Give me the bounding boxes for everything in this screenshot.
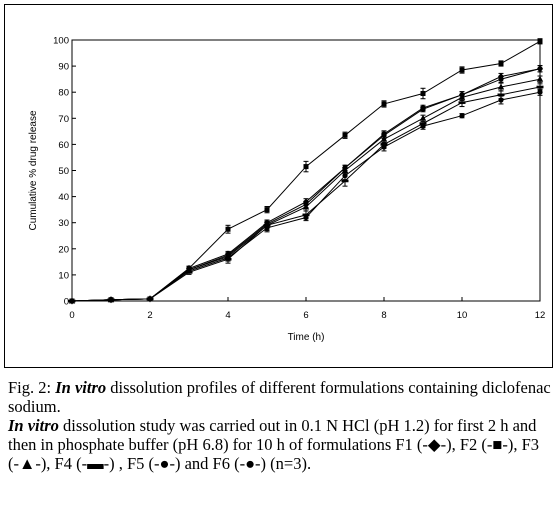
y-tick-label: 30 — [58, 218, 69, 229]
data-point — [497, 83, 505, 90]
data-point — [420, 91, 426, 97]
x-tick-label: 2 — [147, 310, 152, 321]
data-point — [537, 66, 543, 72]
series-5 — [69, 88, 543, 304]
data-point — [536, 75, 544, 82]
data-point — [341, 179, 349, 183]
series-6 — [69, 65, 543, 304]
data-point — [458, 101, 466, 104]
data-point — [536, 85, 544, 89]
data-point — [342, 173, 348, 179]
data-point — [420, 123, 426, 129]
y-tick-label: 70 — [58, 114, 69, 125]
data-point — [225, 226, 231, 232]
data-point — [381, 144, 387, 150]
data-point — [264, 207, 270, 213]
data-point — [537, 38, 543, 44]
axes: 0 10 20 30 40 50 60 70 80 90 100 0 2 4 6 8 10 12 — [53, 36, 545, 322]
x-axis-title: Time (h) — [288, 332, 325, 343]
series-line — [71, 68, 541, 302]
y-tick-label: 10 — [58, 270, 69, 281]
series-3 — [68, 75, 544, 304]
y-tick-label: 40 — [58, 192, 69, 203]
caption-body-rest: dissolution study was carried out in 0.1… — [8, 416, 540, 473]
y-tick-label: 0 — [64, 297, 69, 308]
data-point — [342, 165, 348, 171]
data-point — [459, 67, 465, 73]
x-tick-label: 8 — [381, 310, 386, 321]
series-2 — [69, 38, 543, 304]
data-point — [147, 296, 153, 302]
series-group — [68, 38, 544, 305]
series-line — [71, 91, 541, 302]
y-axis-title: Cumulative % drug release — [28, 110, 39, 230]
data-point — [498, 76, 504, 82]
series-line — [71, 86, 541, 302]
caption-title-italic: In vitro — [55, 378, 107, 397]
data-point — [342, 132, 348, 138]
y-tick-label: 100 — [53, 36, 69, 47]
caption-body: In vitro dissolution study was carried o… — [8, 416, 553, 473]
data-point — [420, 106, 426, 112]
caption-title-rest: dissolution profiles of different formul… — [8, 378, 551, 416]
figure-caption: Fig. 2: In vitro dissolution profiles of… — [8, 378, 553, 473]
data-point — [303, 214, 309, 221]
x-tick-label: 10 — [457, 310, 468, 321]
y-tick-label: 20 — [58, 244, 69, 255]
data-point — [498, 60, 504, 66]
caption-title: Fig. 2: In vitro dissolution profiles of… — [8, 378, 553, 416]
y-tick-label: 80 — [58, 88, 69, 99]
data-point — [225, 252, 231, 258]
series-line — [71, 68, 541, 302]
x-tick-label: 12 — [535, 310, 546, 321]
data-point — [381, 132, 387, 138]
data-point — [459, 113, 465, 119]
x-tick-label: 0 — [69, 310, 74, 321]
data-point — [264, 221, 270, 227]
figure-panel: 0 10 20 30 40 50 60 70 80 90 100 0 2 4 6 8 10 12 Cumulati… — [4, 4, 553, 368]
x-tick-label: 4 — [225, 310, 230, 321]
y-tick-label: 60 — [58, 140, 69, 151]
data-point — [459, 92, 465, 98]
data-point — [303, 164, 309, 170]
series-4 — [68, 83, 544, 303]
y-tick-label: 50 — [58, 166, 69, 177]
data-point — [498, 97, 504, 103]
dissolution-chart: 0 10 20 30 40 50 60 70 80 90 100 0 2 4 6 8 10 12 Cumulati… — [28, 36, 545, 344]
data-point — [381, 101, 387, 107]
caption-body-italic: In vitro — [8, 416, 59, 435]
data-point — [108, 297, 114, 303]
data-point — [69, 298, 75, 304]
data-point — [537, 89, 543, 95]
data-point — [186, 267, 192, 273]
y-tick-label: 90 — [58, 62, 69, 73]
caption-fig-label: Fig. 2: — [8, 378, 56, 397]
data-point — [497, 93, 505, 97]
data-point — [303, 201, 309, 208]
x-tick-label: 6 — [303, 310, 308, 321]
